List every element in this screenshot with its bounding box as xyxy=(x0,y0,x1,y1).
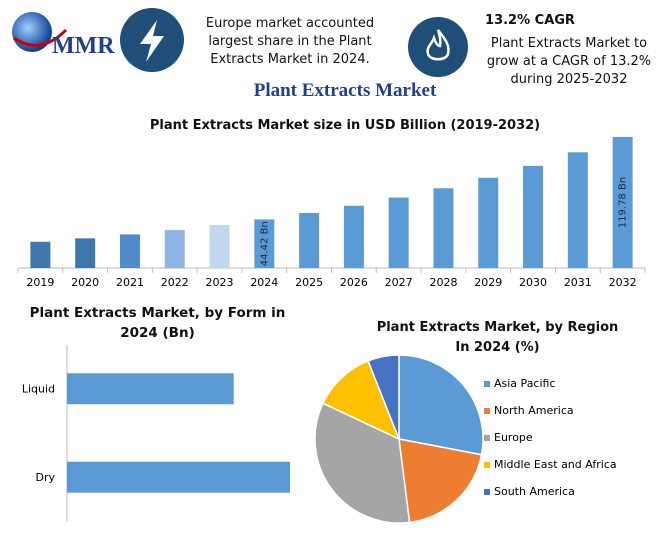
bar xyxy=(433,188,454,268)
bar xyxy=(254,219,275,268)
bar xyxy=(119,234,140,268)
y-tick-label: Liquid xyxy=(22,382,55,395)
y-tick-label: Dry xyxy=(35,471,55,484)
bar xyxy=(343,205,364,268)
bar xyxy=(388,197,409,268)
main-title: Plant Extracts Market xyxy=(253,80,437,101)
chart-title: Plant Extracts Market, by Form in 2024 (… xyxy=(29,305,286,341)
x-tick-label: 2029 xyxy=(474,276,502,289)
chart-title: Plant Extracts Market size in USD Billio… xyxy=(149,118,541,133)
chart-title: Plant Extracts Market, by Region In 2024… xyxy=(376,320,619,355)
x-tick-label: 2020 xyxy=(71,276,99,289)
bar xyxy=(75,238,96,268)
bar xyxy=(67,373,234,405)
x-tick-label: 2021 xyxy=(116,276,144,289)
bar xyxy=(30,241,51,268)
charts: 2019 2020 2021 2022 2023 2024 44.42 Bn 2025 2026… xyxy=(17,137,646,524)
legend-swatch xyxy=(484,408,490,414)
info-right: Plant Extracts Market to grow at a CAGR … xyxy=(486,36,652,87)
legend-swatch xyxy=(484,462,490,468)
legend-swatch xyxy=(484,489,490,495)
flame xyxy=(426,29,450,61)
x-tick-label: 2030 xyxy=(519,276,547,289)
x-tick-label: 2024 xyxy=(250,276,278,289)
logo-text: MMR xyxy=(52,33,115,59)
pie-slice xyxy=(398,354,484,456)
x-tick-label: 2026 xyxy=(340,276,368,289)
x-tick-label: 2027 xyxy=(385,276,413,289)
bar xyxy=(612,137,633,268)
legend-label: South America xyxy=(494,485,575,498)
pie-slice xyxy=(367,354,400,440)
legend-label: Middle East and Africa xyxy=(494,458,617,471)
cagr-title: 13.2% CAGR xyxy=(485,13,575,28)
legend-swatch xyxy=(484,435,490,441)
value-label: 44.42 Bn xyxy=(259,221,270,266)
bar xyxy=(523,165,544,268)
bolt xyxy=(140,20,164,62)
legend-label: North America xyxy=(494,404,574,417)
flame-icon xyxy=(408,17,468,77)
legend-label: Asia Pacific xyxy=(494,377,556,390)
pie-slice xyxy=(321,359,401,441)
legend-label: Europe xyxy=(494,431,533,444)
logo-swoosh xyxy=(13,28,68,47)
x-tick-label: 2022 xyxy=(161,276,189,289)
x-tick-label: 2019 xyxy=(26,276,54,289)
value-label: 119.78 Bn xyxy=(618,177,629,228)
x-tick-label: 2023 xyxy=(206,276,234,289)
legend-swatch xyxy=(484,381,490,387)
bar xyxy=(299,212,320,268)
x-tick-label: 2031 xyxy=(564,276,592,289)
bar xyxy=(67,461,290,493)
x-tick-label: 2025 xyxy=(295,276,323,289)
bar xyxy=(209,225,230,268)
bar xyxy=(164,230,185,268)
x-tick-label: 2032 xyxy=(609,276,637,289)
bar xyxy=(478,177,499,268)
x-tick-label: 2028 xyxy=(429,276,457,289)
pie-slice xyxy=(398,438,483,524)
bar xyxy=(567,152,588,268)
info-left: Europe market accounted largest share in… xyxy=(205,16,375,67)
